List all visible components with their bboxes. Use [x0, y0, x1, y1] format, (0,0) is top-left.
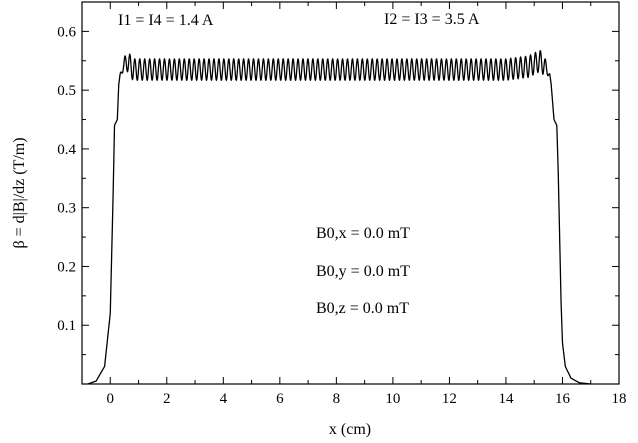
x-tick-label: 18	[612, 391, 627, 407]
annotation-i2-i3: I2 = I3 = 3.5 A	[384, 11, 480, 28]
x-tick-label: 12	[442, 391, 457, 407]
y-tick-label: 0.4	[57, 142, 76, 158]
annotation-i1-i4: I1 = I4 = 1.4 A	[118, 12, 214, 29]
y-tick-label: 0.3	[57, 201, 76, 217]
x-tick-label: 6	[276, 391, 284, 407]
x-tick-label: 10	[385, 391, 400, 407]
x-tick-label: 16	[555, 391, 571, 407]
x-tick-label: 4	[220, 391, 228, 407]
y-tick-labels: 0.1 0.2 0.3 0.4 0.5 0.6	[57, 24, 76, 334]
annotation-b0x: B0,x = 0.0 mT	[316, 225, 410, 242]
annotation-b0y: B0,y = 0.0 mT	[316, 263, 410, 280]
x-axis-title: x (cm)	[329, 421, 371, 438]
plot-frame	[81, 1, 620, 385]
x-tick-label: 8	[333, 391, 341, 407]
x-tick-label: 0	[107, 391, 115, 407]
y-tick-label: 0.5	[57, 83, 76, 99]
tick-marks	[81, 1, 620, 385]
y-axis-title: β = d|B|/dz (T/m)	[11, 137, 28, 248]
y-tick-label: 0.2	[57, 259, 76, 275]
annotation-b0z: B0,z = 0.0 mT	[316, 300, 409, 317]
y-tick-label: 0.6	[57, 24, 76, 40]
x-tick-label: 14	[498, 391, 514, 407]
x-tick-labels: 0 2 4 6 8 10 12 14 16 18	[107, 391, 627, 407]
x-tick-label: 2	[163, 391, 171, 407]
series-line	[87, 49, 591, 385]
y-tick-label: 0.1	[57, 318, 76, 334]
